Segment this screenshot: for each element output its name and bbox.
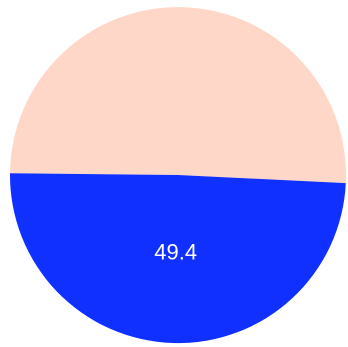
pie-slice-2 <box>9 173 346 344</box>
pie-slices <box>9 7 346 344</box>
pie-slice-1 <box>10 7 346 184</box>
pie-labels: 49.4 <box>154 240 197 265</box>
pie-slice-label-2: 49.4 <box>154 240 197 265</box>
